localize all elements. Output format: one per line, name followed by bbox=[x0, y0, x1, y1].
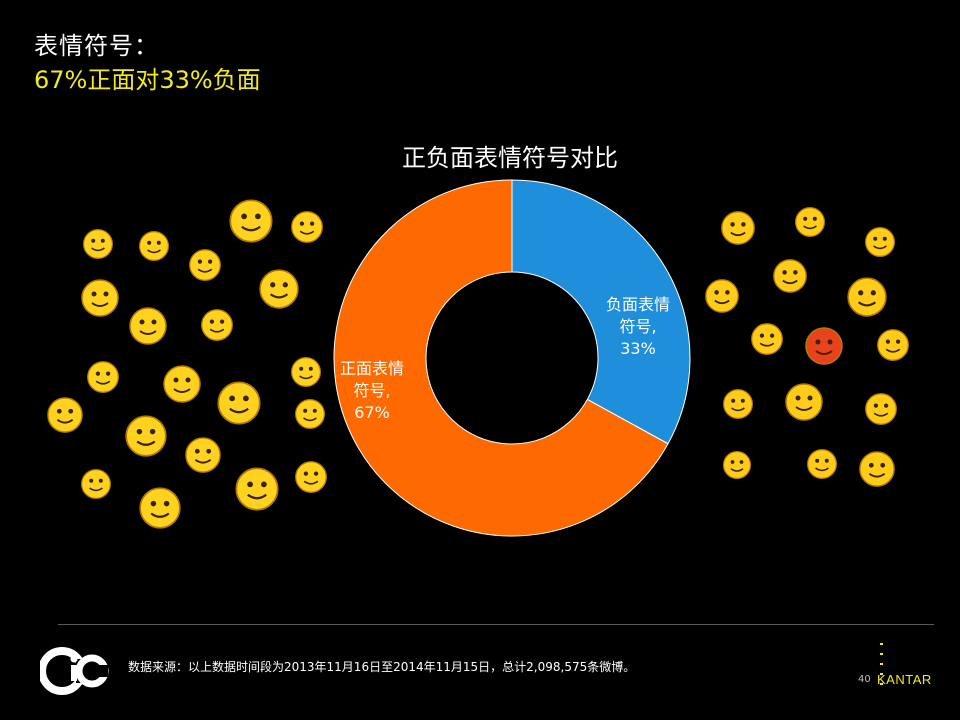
heart-icon bbox=[125, 415, 167, 457]
dollar-eyes-icon bbox=[291, 211, 323, 243]
rosy-cheeks-icon bbox=[295, 461, 327, 493]
thinking-icon bbox=[235, 467, 279, 511]
wide-eyes-icon bbox=[129, 307, 167, 345]
kantar-logo: KANTAR bbox=[877, 672, 932, 687]
data-source-note: 数据来源：以上数据时间段为2013年11月16日至2014年11月15日，总计2… bbox=[128, 660, 636, 674]
coin-face-icon bbox=[139, 231, 169, 261]
pout-icon bbox=[705, 279, 739, 313]
chart-title: 正负面表情符号对比 bbox=[402, 144, 618, 172]
blush-icon bbox=[295, 399, 325, 429]
sweat-icon bbox=[847, 277, 887, 317]
shock-icon bbox=[722, 450, 752, 480]
donut-chart: 负面表情符号, 33% 正面表情符号, 67% bbox=[333, 179, 691, 537]
wink-icon bbox=[217, 381, 261, 425]
page-number: 40 bbox=[858, 674, 871, 685]
page-subtitle: 67%正面对33%负面 bbox=[34, 66, 261, 94]
smile-icon bbox=[163, 365, 201, 403]
fear-icon bbox=[859, 451, 895, 487]
negative-slice-label: 负面表情符号, 33% bbox=[606, 295, 670, 358]
laugh-icon bbox=[81, 279, 119, 317]
peace-hand-icon bbox=[139, 487, 181, 529]
rage-red-icon bbox=[805, 327, 843, 365]
broken-heart-icon bbox=[865, 227, 895, 257]
page-title: 表情符号： bbox=[34, 32, 159, 60]
big-smile-icon bbox=[229, 199, 273, 243]
crying-tear-icon bbox=[721, 211, 755, 245]
heart-eyes-icon bbox=[201, 309, 233, 341]
footer-divider bbox=[58, 624, 934, 625]
sad-icon bbox=[773, 259, 807, 293]
thumbs-up-icon bbox=[87, 361, 119, 393]
star-eyes-icon bbox=[189, 249, 221, 281]
positive-slice bbox=[333, 179, 669, 537]
scream-icon bbox=[877, 329, 909, 361]
angry-icon bbox=[751, 323, 783, 355]
down-five-icon bbox=[83, 229, 113, 259]
dizzy-icon bbox=[865, 393, 897, 425]
cold-sweat-icon bbox=[723, 389, 753, 419]
positive-slice-label: 正面表情符号, 67% bbox=[340, 359, 404, 422]
calm-smile-icon bbox=[185, 437, 221, 473]
grimace-icon bbox=[47, 397, 83, 433]
sleepy-icon bbox=[795, 207, 825, 237]
kantar-dots-icon bbox=[880, 643, 883, 691]
shy-icon bbox=[291, 357, 321, 387]
bawl-icon bbox=[785, 383, 823, 421]
frown-icon bbox=[807, 449, 837, 479]
grin-icon bbox=[259, 269, 299, 309]
surprised-icon bbox=[81, 469, 111, 499]
cic-logo bbox=[40, 647, 109, 695]
negative-slice bbox=[511, 179, 691, 445]
